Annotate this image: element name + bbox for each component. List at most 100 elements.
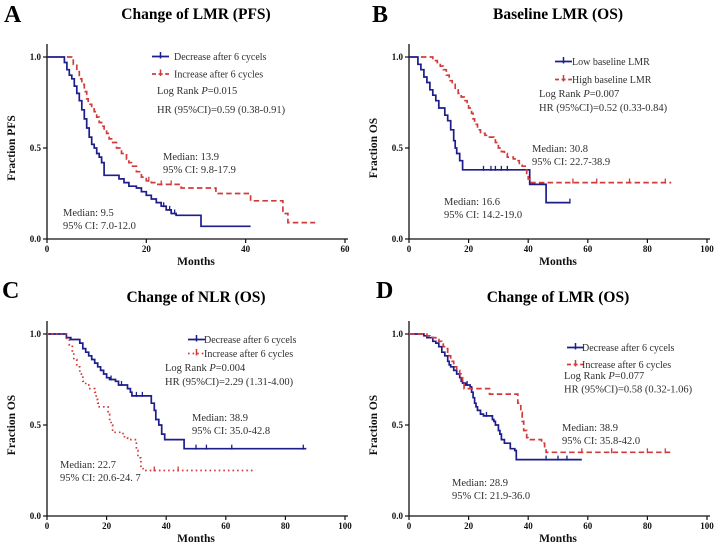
stats-text: Log Rank P=0.007 HR (95%CI)=0.52 (0.33-0.… — [539, 89, 668, 114]
svg-text:0.5: 0.5 — [30, 420, 42, 430]
km-curve — [47, 333, 307, 450]
svg-text:0: 0 — [407, 244, 412, 254]
panel-c-km-plot: 0.0 0.5 1.0 0 20 40 60 80 100 Months Fraction OS De… — [6, 321, 352, 545]
axes: 0.0 0.5 1.0 0 20 40 60 80 100 Months Fraction OS — [6, 321, 352, 545]
svg-text:Months: Months — [177, 256, 215, 268]
svg-text:95% CI: 35.8-42.0: 95% CI: 35.8-42.0 — [562, 436, 640, 447]
svg-text:0.0: 0.0 — [392, 234, 404, 244]
km-curve — [47, 56, 251, 228]
svg-text:60: 60 — [583, 244, 593, 254]
panel-a: A Change of LMR (PFS) 0.0 0.5 1.0 0 20 40 60 Mo… — [0, 0, 361, 275]
svg-text:20: 20 — [464, 244, 474, 254]
svg-text:HR (95%CI)=0.58 (0.32-1.06): HR (95%CI)=0.58 (0.32-1.06) — [564, 385, 693, 396]
svg-text:40: 40 — [524, 244, 534, 254]
median-annotations: Median: 38.9 95% CI: 35.0-42.8 Median: 22.… — [60, 413, 270, 484]
svg-text:Median: 28.9: Median: 28.9 — [452, 478, 508, 489]
km-curve — [47, 333, 256, 472]
svg-text:1.0: 1.0 — [392, 52, 404, 62]
svg-text:Median: 38.9: Median: 38.9 — [562, 423, 618, 434]
stats-text: Log Rank P=0.015 HR (95%CI)=0.59 (0.38-0.… — [157, 86, 286, 116]
panel-c: C Change of NLR (OS) 0.0 0.5 1.0 0 20 40 60 80 1… — [0, 276, 361, 551]
svg-text:Log Rank P=0.004: Log Rank P=0.004 — [165, 363, 246, 374]
median-annotations: Median: 13.9 95% CI: 9.8-17.9 Median: 9.5 9… — [63, 152, 236, 232]
svg-text:95% CI: 9.8-17.9: 95% CI: 9.8-17.9 — [163, 165, 236, 176]
svg-text:Decrease after 6 cycels: Decrease after 6 cycels — [174, 52, 267, 63]
svg-text:1.0: 1.0 — [392, 329, 404, 339]
svg-text:40: 40 — [162, 521, 172, 531]
km-curve — [66, 56, 316, 224]
svg-text:0.5: 0.5 — [392, 143, 404, 153]
svg-text:80: 80 — [281, 521, 291, 531]
km-curve — [409, 333, 672, 454]
svg-text:0: 0 — [45, 244, 50, 254]
panel-d-letter: D — [376, 278, 394, 304]
svg-text:95% CI: 14.2-19.0: 95% CI: 14.2-19.0 — [444, 210, 522, 221]
axes: 0.0 0.5 1.0 0 20 40 60 80 100 Months Fraction OS — [368, 321, 714, 545]
median-annotations: Median: 30.8 95% CI: 22.7-38.9 Median: 16.… — [444, 144, 610, 221]
svg-text:Fraction OS: Fraction OS — [6, 395, 18, 455]
svg-text:Months: Months — [539, 533, 577, 545]
km-curves — [409, 333, 672, 461]
svg-text:20: 20 — [142, 244, 152, 254]
km-curves — [47, 333, 307, 472]
svg-text:Log Rank P=0.015: Log Rank P=0.015 — [157, 86, 237, 97]
panel-a-title: Change of LMR (PFS) — [121, 6, 271, 23]
axes: 0.0 0.5 1.0 0 20 40 60 Months Fraction PFS — [6, 44, 350, 268]
svg-text:Log Rank P=0.007: Log Rank P=0.007 — [539, 89, 619, 100]
svg-text:Median: 38.9: Median: 38.9 — [192, 413, 248, 424]
svg-text:HR (95%CI)=0.52 (0.33-0.84): HR (95%CI)=0.52 (0.33-0.84) — [539, 103, 668, 114]
legend: Decrease after 6 cycels Increase after 6 … — [188, 335, 297, 360]
svg-text:Increase after 6 cycles: Increase after 6 cycles — [204, 349, 293, 360]
svg-text:80: 80 — [643, 521, 653, 531]
svg-text:95% CI: 35.0-42.8: 95% CI: 35.0-42.8 — [192, 426, 270, 437]
svg-text:60: 60 — [583, 521, 593, 531]
svg-text:20: 20 — [464, 521, 474, 531]
svg-text:Decrease after 6 cycels: Decrease after 6 cycels — [582, 343, 675, 354]
km-curve — [409, 333, 582, 461]
panel-b: B Baseline LMR (OS) 0.0 0.5 1.0 0 20 40 60 80 10… — [362, 0, 723, 275]
panel-d-km-plot: 0.0 0.5 1.0 0 20 40 60 80 100 Months Fraction OS De… — [368, 321, 714, 545]
panel-a-km-plot: 0.0 0.5 1.0 0 20 40 60 Months Fraction PFS Decrea… — [6, 44, 350, 268]
svg-text:Fraction PFS: Fraction PFS — [6, 115, 18, 180]
axes: 0.0 0.5 1.0 0 20 40 60 80 100 Months Fraction OS — [368, 44, 714, 268]
svg-text:Months: Months — [177, 533, 215, 545]
svg-text:Median: 13.9: Median: 13.9 — [163, 152, 219, 163]
svg-text:80: 80 — [643, 244, 653, 254]
svg-text:95% CI: 20.6-24. 7: 95% CI: 20.6-24. 7 — [60, 473, 141, 484]
svg-text:Increase after 6 cycles: Increase after 6 cycles — [174, 70, 263, 81]
svg-text:20: 20 — [102, 521, 112, 531]
svg-text:40: 40 — [241, 244, 251, 254]
legend: Decrease after 6 cycels Increase after 6 … — [567, 343, 675, 371]
svg-text:Decrease after 6 cycels: Decrease after 6 cycels — [204, 335, 297, 346]
svg-text:0.5: 0.5 — [30, 143, 42, 153]
svg-text:60: 60 — [341, 244, 351, 254]
panel-c-letter: C — [2, 278, 20, 304]
svg-text:Median: 30.8: Median: 30.8 — [532, 144, 588, 155]
svg-text:100: 100 — [700, 244, 714, 254]
svg-text:Low baseline LMR: Low baseline LMR — [572, 57, 650, 68]
legend: Low baseline LMR High baseline LMR — [555, 57, 652, 86]
svg-text:0: 0 — [45, 521, 50, 531]
svg-text:Median: 9.5: Median: 9.5 — [63, 208, 114, 219]
km-curves — [409, 56, 672, 204]
svg-text:40: 40 — [524, 521, 534, 531]
panel-b-letter: B — [372, 2, 389, 28]
svg-text:Increase after 6 cycles: Increase after 6 cycles — [582, 360, 671, 371]
km-curve — [420, 56, 672, 184]
svg-text:95% CI: 22.7-38.9: 95% CI: 22.7-38.9 — [532, 157, 610, 168]
km-curve — [409, 56, 570, 204]
svg-text:100: 100 — [338, 521, 352, 531]
svg-text:0.5: 0.5 — [392, 420, 404, 430]
panel-c-title: Change of NLR (OS) — [126, 289, 266, 306]
svg-text:HR (95%CI)=2.29 (1.31-4.00): HR (95%CI)=2.29 (1.31-4.00) — [165, 377, 294, 388]
svg-text:Log Rank P=0.077: Log Rank P=0.077 — [564, 371, 644, 382]
km-curves — [47, 56, 316, 228]
svg-text:100: 100 — [700, 521, 714, 531]
median-annotations: Median: 38.9 95% CI: 35.8-42.0 Median: 28.… — [452, 423, 640, 502]
svg-text:0: 0 — [407, 521, 412, 531]
panel-d: D Change of LMR (OS) 0.0 0.5 1.0 0 20 40 60 80 1… — [362, 276, 723, 551]
svg-text:Fraction OS: Fraction OS — [368, 118, 380, 178]
svg-text:Median: 16.6: Median: 16.6 — [444, 197, 500, 208]
stats-text: Log Rank P=0.077 HR (95%CI)=0.58 (0.32-1.… — [564, 371, 693, 396]
